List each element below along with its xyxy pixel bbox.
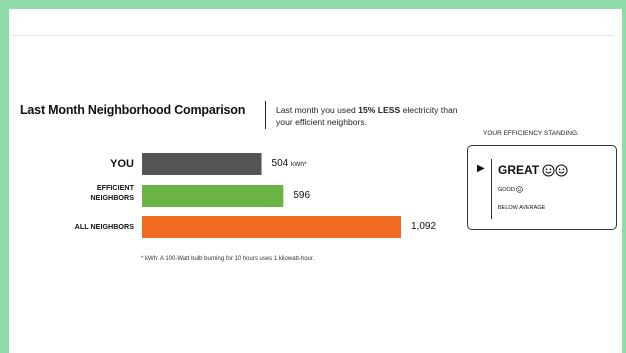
great-label: GREAT <box>498 163 540 177</box>
subtitle-post: electricity than your efficient neighbor… <box>276 105 458 127</box>
footnote: * kWh: A 100-Watt bulb burning for 10 ho… <box>141 256 315 262</box>
bar-you <box>142 153 262 175</box>
title-divider <box>265 101 266 129</box>
good-label: GOOD <box>498 186 515 193</box>
standing-heading: YOUR EFFICIENCY STANDING: <box>483 130 579 137</box>
category-label-efficient-neighbors: EFFICIENT NEIGHBORS <box>90 183 134 202</box>
standing-below-average: BELOW AVERAGE <box>498 205 546 211</box>
subtitle-emphasis: 15% LESS <box>358 105 401 115</box>
selected-arrow-icon: ▶ <box>477 163 485 174</box>
category-label-you: YOU <box>110 158 134 170</box>
value-unit: kWh* <box>291 161 307 168</box>
chart-subtitle: Last month you used 15% LESS electricity… <box>276 104 476 128</box>
smiley-icon <box>542 164 555 177</box>
top-divider <box>12 35 614 36</box>
category-label-all-neighbors: ALL NEIGHBORS <box>74 222 134 231</box>
smiley-icon-group <box>542 163 568 177</box>
smiley-icon <box>555 164 568 177</box>
subtitle-pre: Last month you used <box>276 105 359 115</box>
chart-title: Last Month Neighborhood Comparison <box>20 103 246 117</box>
standing-divider <box>491 159 492 219</box>
bar-all-neighbors <box>142 216 401 238</box>
value-label-all-neighbors: 1,092 <box>411 221 437 232</box>
value-label-efficient-neighbors: 596 <box>293 190 311 201</box>
standing-good: GOOD <box>498 186 524 193</box>
smiley-icon-group <box>516 186 524 193</box>
smiley-icon <box>516 186 524 193</box>
efficiency-standing-box: ▶ GREAT GOOD BELOW AVERAGE <box>467 145 617 230</box>
standing-great: GREAT <box>498 163 568 177</box>
bar-efficient-neighbors <box>142 185 284 207</box>
value-label-you: 504 kWh* <box>271 158 307 169</box>
